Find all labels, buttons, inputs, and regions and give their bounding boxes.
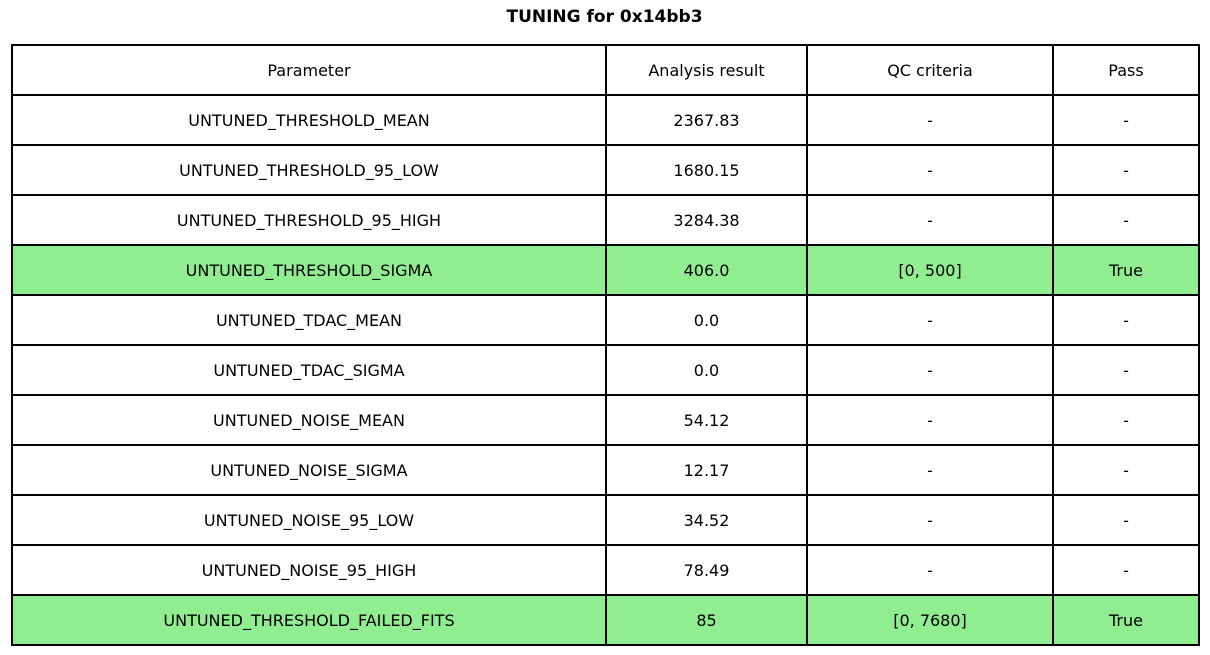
- cell-analysis-result: 78.49: [605, 544, 808, 596]
- cell-parameter: UNTUNED_THRESHOLD_FAILED_FITS: [11, 594, 607, 646]
- qc-results-table: Parameter Analysis result QC criteria Pa…: [11, 44, 1200, 646]
- column-header-qc-criteria: QC criteria: [806, 44, 1054, 96]
- table-row: UNTUNED_NOISE_95_LOW 34.52 - -: [11, 494, 1200, 546]
- cell-pass: True: [1052, 594, 1200, 646]
- cell-pass: -: [1052, 344, 1200, 396]
- cell-qc-criteria: -: [806, 344, 1054, 396]
- cell-analysis-result: 0.0: [605, 344, 808, 396]
- table-row: UNTUNED_NOISE_95_HIGH 78.49 - -: [11, 544, 1200, 596]
- cell-analysis-result: 85: [605, 594, 808, 646]
- cell-qc-criteria: -: [806, 394, 1054, 446]
- cell-qc-criteria: -: [806, 94, 1054, 146]
- cell-parameter: UNTUNED_NOISE_SIGMA: [11, 444, 607, 496]
- cell-qc-criteria: -: [806, 144, 1054, 196]
- table-row: UNTUNED_TDAC_MEAN 0.0 - -: [11, 294, 1200, 346]
- cell-qc-criteria: -: [806, 194, 1054, 246]
- cell-analysis-result: 2367.83: [605, 94, 808, 146]
- cell-parameter: UNTUNED_THRESHOLD_MEAN: [11, 94, 607, 146]
- cell-pass: -: [1052, 444, 1200, 496]
- cell-parameter: UNTUNED_THRESHOLD_95_HIGH: [11, 194, 607, 246]
- cell-pass: -: [1052, 94, 1200, 146]
- table-row: UNTUNED_NOISE_MEAN 54.12 - -: [11, 394, 1200, 446]
- cell-analysis-result: 3284.38: [605, 194, 808, 246]
- cell-parameter: UNTUNED_NOISE_MEAN: [11, 394, 607, 446]
- cell-qc-criteria: -: [806, 294, 1054, 346]
- table-row: UNTUNED_THRESHOLD_95_HIGH 3284.38 - -: [11, 194, 1200, 246]
- cell-analysis-result: 0.0: [605, 294, 808, 346]
- table-row: UNTUNED_THRESHOLD_MEAN 2367.83 - -: [11, 94, 1200, 146]
- cell-parameter: UNTUNED_NOISE_95_HIGH: [11, 544, 607, 596]
- cell-pass: -: [1052, 194, 1200, 246]
- cell-qc-criteria: -: [806, 494, 1054, 546]
- cell-analysis-result: 406.0: [605, 244, 808, 296]
- cell-qc-criteria: -: [806, 544, 1054, 596]
- cell-parameter: UNTUNED_TDAC_MEAN: [11, 294, 607, 346]
- column-header-analysis-result: Analysis result: [605, 44, 808, 96]
- table-row: UNTUNED_NOISE_SIGMA 12.17 - -: [11, 444, 1200, 496]
- cell-pass: -: [1052, 294, 1200, 346]
- table-header-row: Parameter Analysis result QC criteria Pa…: [11, 44, 1200, 96]
- cell-qc-criteria: [0, 7680]: [806, 594, 1054, 646]
- cell-pass: -: [1052, 394, 1200, 446]
- table-row: UNTUNED_THRESHOLD_95_LOW 1680.15 - -: [11, 144, 1200, 196]
- cell-analysis-result: 54.12: [605, 394, 808, 446]
- table-row: UNTUNED_THRESHOLD_FAILED_FITS 85 [0, 768…: [11, 594, 1200, 646]
- cell-pass: True: [1052, 244, 1200, 296]
- cell-parameter: UNTUNED_THRESHOLD_SIGMA: [11, 244, 607, 296]
- cell-pass: -: [1052, 494, 1200, 546]
- cell-parameter: UNTUNED_TDAC_SIGMA: [11, 344, 607, 396]
- column-header-pass: Pass: [1052, 44, 1200, 96]
- cell-qc-criteria: -: [806, 444, 1054, 496]
- page-title: TUNING for 0x14bb3: [506, 7, 703, 27]
- table-row: UNTUNED_THRESHOLD_SIGMA 406.0 [0, 500] T…: [11, 244, 1200, 296]
- cell-parameter: UNTUNED_NOISE_95_LOW: [11, 494, 607, 546]
- cell-analysis-result: 12.17: [605, 444, 808, 496]
- cell-qc-criteria: [0, 500]: [806, 244, 1054, 296]
- cell-analysis-result: 34.52: [605, 494, 808, 546]
- cell-pass: -: [1052, 544, 1200, 596]
- table-row: UNTUNED_TDAC_SIGMA 0.0 - -: [11, 344, 1200, 396]
- cell-pass: -: [1052, 144, 1200, 196]
- cell-analysis-result: 1680.15: [605, 144, 808, 196]
- cell-parameter: UNTUNED_THRESHOLD_95_LOW: [11, 144, 607, 196]
- column-header-parameter: Parameter: [11, 44, 607, 96]
